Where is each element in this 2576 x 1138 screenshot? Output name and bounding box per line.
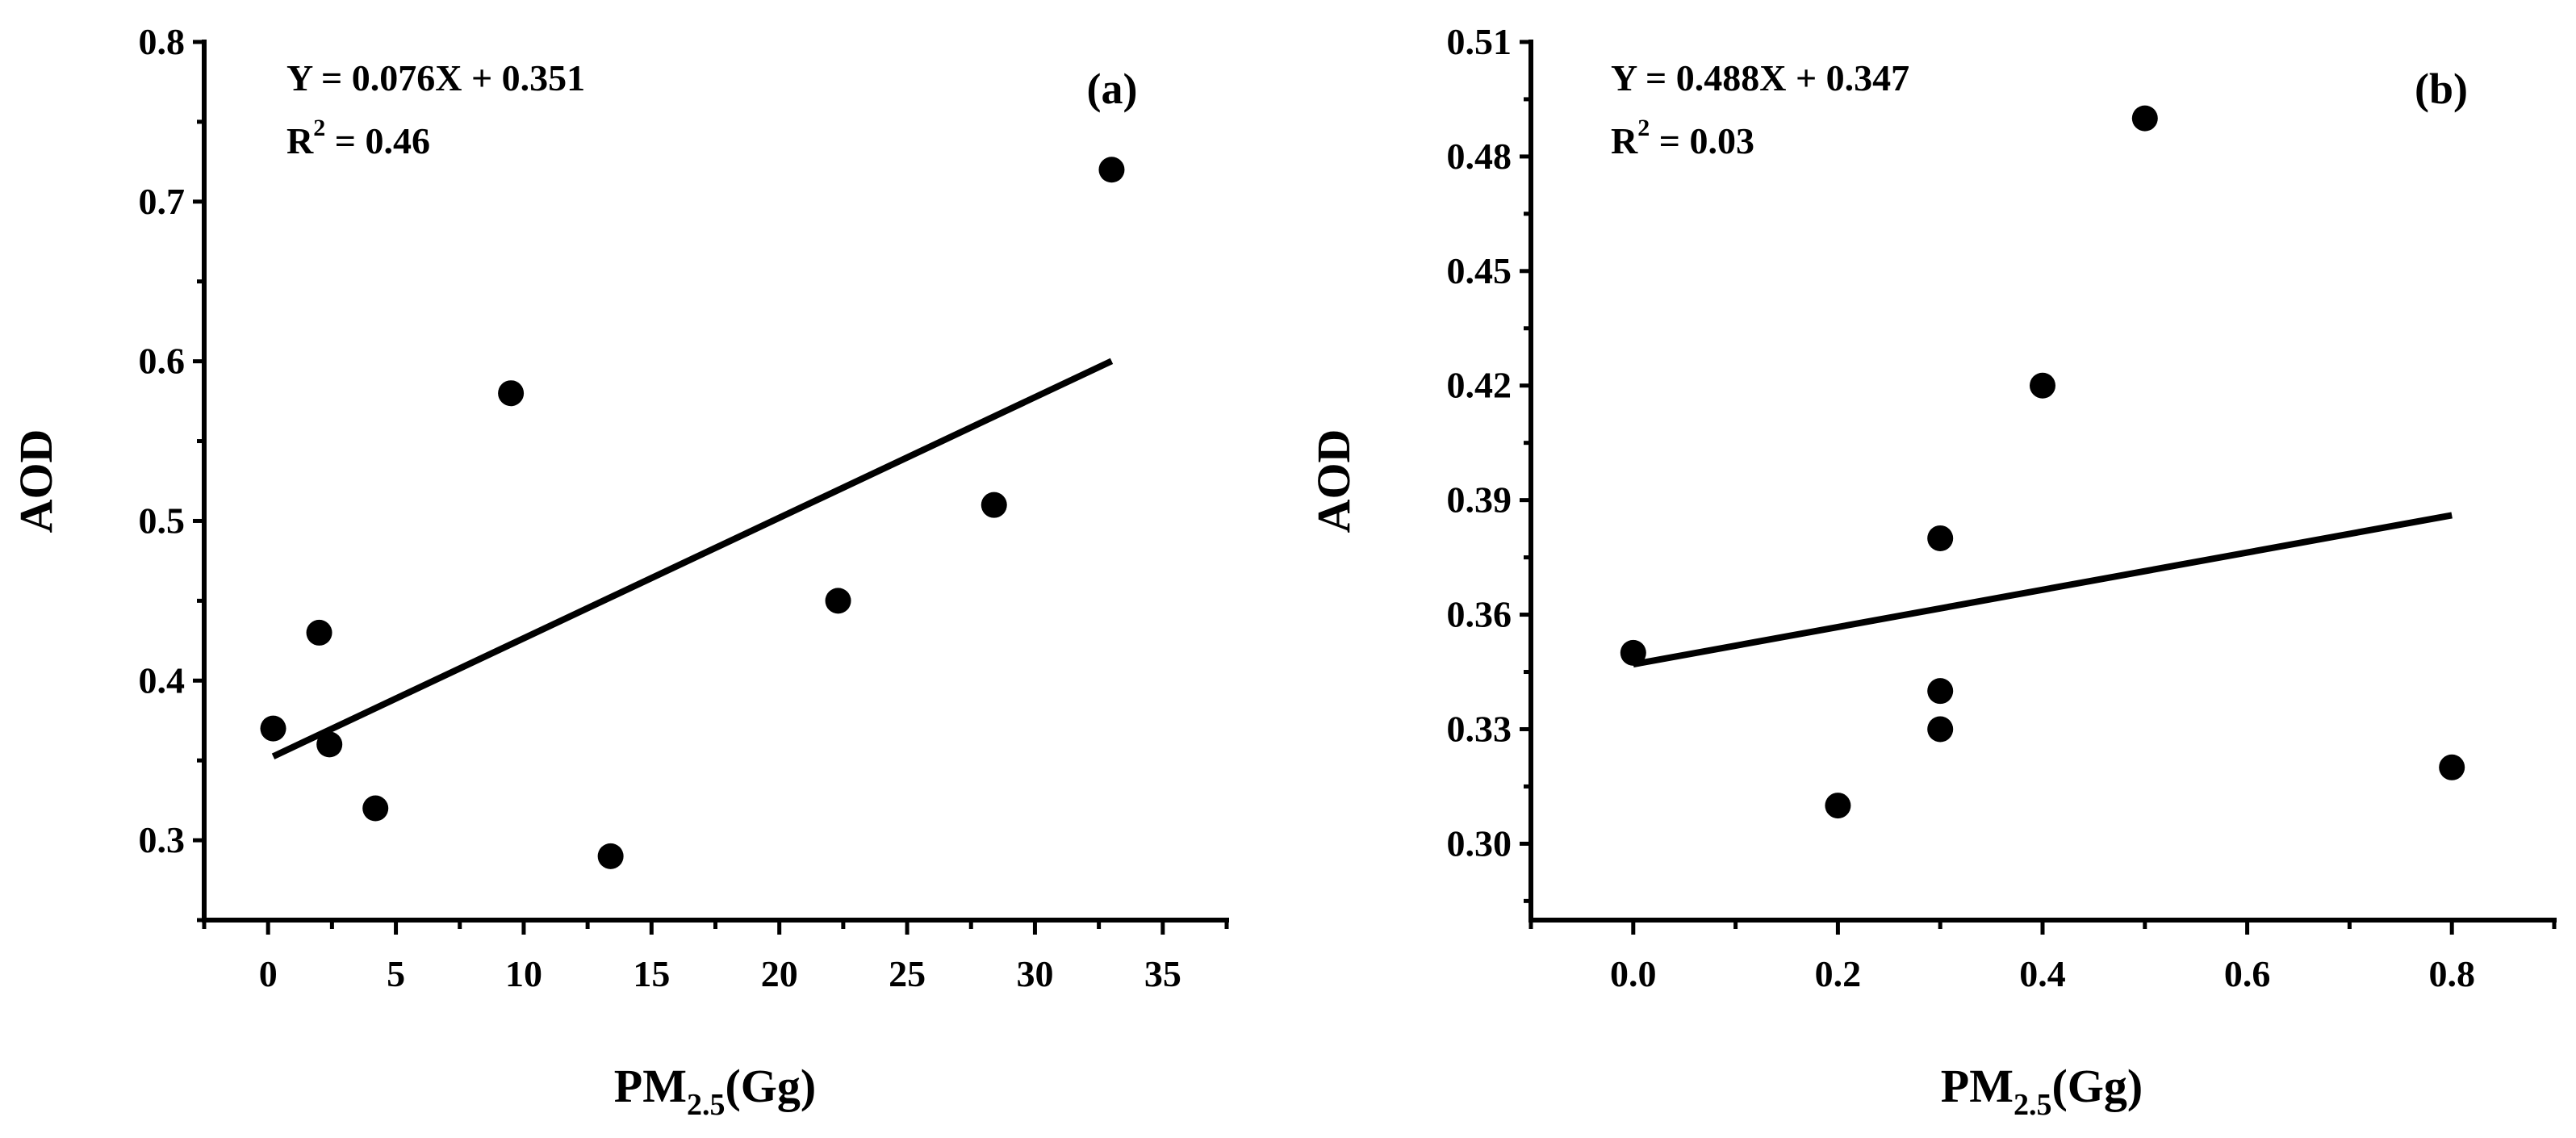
panel-b-y-axis-title: AOD xyxy=(1307,429,1360,533)
panel-b-y-ticks: 0.30 0.33 0.36 0.39 0.42 0.45 0.48 0.51 xyxy=(1447,21,1531,903)
panel-a-data-point xyxy=(825,588,851,614)
panel-b-x-tick-label: 0.8 xyxy=(2428,953,2475,994)
panel-b-label: (b) xyxy=(2415,65,2468,113)
panel-a-data-point xyxy=(306,619,332,646)
panel-a-label: (a) xyxy=(1087,65,1138,113)
panel-a-x-tick-label: 20 xyxy=(761,953,798,994)
panel-a-x-tick-label: 0 xyxy=(259,953,278,994)
panel-b-y-tick-label: 0.42 xyxy=(1447,365,1512,406)
panel-a-data-point xyxy=(362,795,389,822)
panel-b-data-point xyxy=(1927,716,1954,743)
panel-a-data-point xyxy=(981,492,1007,518)
panel-b-x-tick-label: 0.2 xyxy=(1815,953,1862,994)
panel-b-y-tick-label: 0.48 xyxy=(1447,136,1512,177)
panel-a-data-point xyxy=(1098,157,1125,183)
panel-b-data-point xyxy=(2439,754,2465,780)
panel-b-x-tick-label: 0.4 xyxy=(2019,953,2066,994)
panel-b-y-tick-label: 0.45 xyxy=(1447,250,1512,291)
panel-b-points xyxy=(1620,105,2465,819)
panel-b-data-point xyxy=(2131,105,2158,132)
panel-a-equation: Y = 0.076X + 0.351 xyxy=(286,57,585,98)
panel-b-data-point xyxy=(1825,793,1851,819)
panel-b-x-tick-label: 0.0 xyxy=(1610,953,1657,994)
panel-a-points xyxy=(260,157,1125,869)
panel-a-r-squared: R2 = 0.46 xyxy=(286,115,430,161)
panel-b-data-point xyxy=(1927,525,1954,551)
panel-b-y-tick-label: 0.30 xyxy=(1447,822,1512,864)
panel-a-y-tick-label: 0.6 xyxy=(139,341,186,382)
panel-a-regression-line xyxy=(271,358,1114,759)
panel-b-x-ticks: 0.0 0.2 0.4 0.6 0.8 xyxy=(1528,920,2557,994)
panel-a-x-tick-label: 5 xyxy=(387,953,405,994)
panel-b-r-squared: R2 = 0.03 xyxy=(1611,115,1754,161)
panel-a-x-tick-label: 30 xyxy=(1016,953,1053,994)
panel-b-data-point xyxy=(1620,639,1646,666)
panel-a-y-tick-label: 0.4 xyxy=(139,659,186,701)
panel-b-regression-line xyxy=(1633,512,2453,667)
panel-a-data-point xyxy=(316,731,343,758)
panel-a-x-axis-title: PM2.5(Gg) xyxy=(614,1060,816,1122)
panel-b-equation: Y = 0.488X + 0.347 xyxy=(1611,57,1909,98)
panel-b-x-tick-label: 0.6 xyxy=(2224,953,2271,994)
panel-a-y-tick-label: 0.7 xyxy=(139,181,186,222)
panel-b-x-axis-title: PM2.5(Gg) xyxy=(1941,1060,2143,1122)
panel-a-data-point xyxy=(260,715,286,742)
panel-a-y-tick-label: 0.3 xyxy=(139,819,186,860)
panel-a-y-tick-label: 0.5 xyxy=(139,500,186,541)
panel-b-y-tick-label: 0.33 xyxy=(1447,708,1512,749)
panel-a-x-tick-label: 10 xyxy=(505,953,542,994)
panel-a: 0.3 0.4 0.5 0.6 0.7 0.8 0 5 10 15 20 25 30 35 Y = 0.… xyxy=(10,21,1229,1122)
panel-a-x-tick-label: 15 xyxy=(633,953,670,994)
panel-b-y-tick-label: 0.51 xyxy=(1447,21,1512,62)
panel-b-data-point xyxy=(2030,372,2055,399)
panel-a-y-tick-label: 0.8 xyxy=(139,21,186,62)
panel-a-data-point xyxy=(498,380,525,407)
panel-a-y-axis-title: AOD xyxy=(10,429,62,533)
panel-a-data-point xyxy=(597,843,624,869)
panel-b-y-tick-label: 0.39 xyxy=(1447,479,1512,521)
panel-a-x-tick-label: 35 xyxy=(1144,953,1181,994)
panel-b: 0.300.330.360.390.420.450.480.51 0.0 0.2 0… xyxy=(1307,21,2557,1122)
panel-b-data-point xyxy=(1927,678,1954,705)
panel-a-x-ticks: 0 5 10 15 20 25 30 35 xyxy=(202,920,1229,994)
panel-a-y-ticks: 0.3 0.4 0.5 0.6 0.7 0.8 xyxy=(139,21,204,923)
panel-b-y-tick-label: 0.36 xyxy=(1447,594,1512,635)
panel-a-x-tick-label: 25 xyxy=(889,953,926,994)
